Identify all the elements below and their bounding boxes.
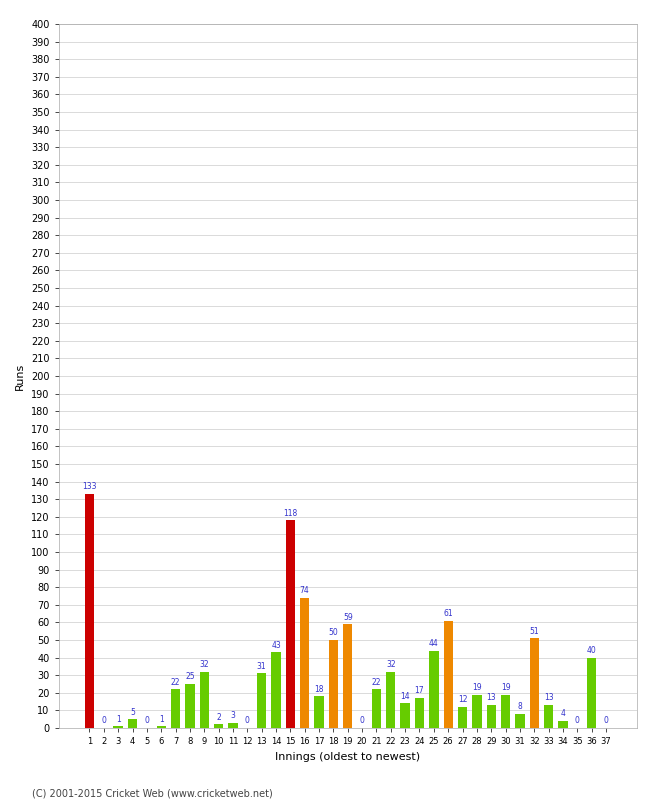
Bar <box>200 672 209 728</box>
Bar <box>185 684 194 728</box>
Bar <box>286 520 295 728</box>
Bar <box>515 714 525 728</box>
Text: 0: 0 <box>359 716 365 726</box>
Text: 13: 13 <box>486 694 496 702</box>
Bar <box>271 652 281 728</box>
Text: 8: 8 <box>517 702 523 711</box>
Text: 118: 118 <box>283 509 298 518</box>
Bar <box>114 726 123 728</box>
Text: 18: 18 <box>315 685 324 694</box>
Text: 32: 32 <box>386 660 396 669</box>
Bar <box>171 690 180 728</box>
Text: 61: 61 <box>443 609 453 618</box>
Text: 50: 50 <box>328 628 338 638</box>
Bar <box>157 726 166 728</box>
Text: 59: 59 <box>343 613 352 622</box>
Bar <box>343 624 352 728</box>
Bar <box>400 703 410 728</box>
Text: 43: 43 <box>271 641 281 650</box>
Text: (C) 2001-2015 Cricket Web (www.cricketweb.net): (C) 2001-2015 Cricket Web (www.cricketwe… <box>32 788 273 798</box>
Text: 31: 31 <box>257 662 266 670</box>
Bar <box>558 721 567 728</box>
Bar <box>214 725 223 728</box>
Text: 12: 12 <box>458 695 467 704</box>
Text: 22: 22 <box>171 678 180 686</box>
Text: 0: 0 <box>604 716 608 726</box>
Text: 19: 19 <box>500 683 510 692</box>
Bar <box>128 719 137 728</box>
Bar <box>228 722 238 728</box>
Text: 0: 0 <box>101 716 106 726</box>
Text: 13: 13 <box>544 694 553 702</box>
X-axis label: Innings (oldest to newest): Innings (oldest to newest) <box>275 751 421 762</box>
Text: 25: 25 <box>185 672 195 682</box>
Y-axis label: Runs: Runs <box>16 362 25 390</box>
Bar <box>386 672 395 728</box>
Bar <box>443 621 453 728</box>
Text: 5: 5 <box>130 707 135 717</box>
Bar <box>257 674 266 728</box>
Bar <box>329 640 338 728</box>
Bar <box>415 698 424 728</box>
Text: 74: 74 <box>300 586 309 595</box>
Bar <box>487 705 496 728</box>
Text: 51: 51 <box>530 626 539 635</box>
Text: 40: 40 <box>587 646 597 655</box>
Bar <box>315 696 324 728</box>
Text: 4: 4 <box>560 710 566 718</box>
Bar <box>429 650 439 728</box>
Bar <box>372 690 381 728</box>
Bar <box>473 694 482 728</box>
Bar <box>300 598 309 728</box>
Text: 32: 32 <box>200 660 209 669</box>
Text: 22: 22 <box>372 678 381 686</box>
Text: 19: 19 <box>472 683 482 692</box>
Text: 44: 44 <box>429 639 439 648</box>
Text: 2: 2 <box>216 713 221 722</box>
Text: 17: 17 <box>415 686 424 695</box>
Text: 0: 0 <box>245 716 250 726</box>
Bar <box>544 705 553 728</box>
Text: 1: 1 <box>116 714 120 723</box>
Bar <box>530 638 539 728</box>
Text: 133: 133 <box>82 482 97 491</box>
Bar <box>84 494 94 728</box>
Text: 0: 0 <box>144 716 150 726</box>
Text: 0: 0 <box>575 716 580 726</box>
Bar <box>501 694 510 728</box>
Text: 1: 1 <box>159 714 164 723</box>
Text: 3: 3 <box>231 711 235 720</box>
Text: 14: 14 <box>400 692 410 701</box>
Bar <box>458 707 467 728</box>
Bar <box>587 658 596 728</box>
